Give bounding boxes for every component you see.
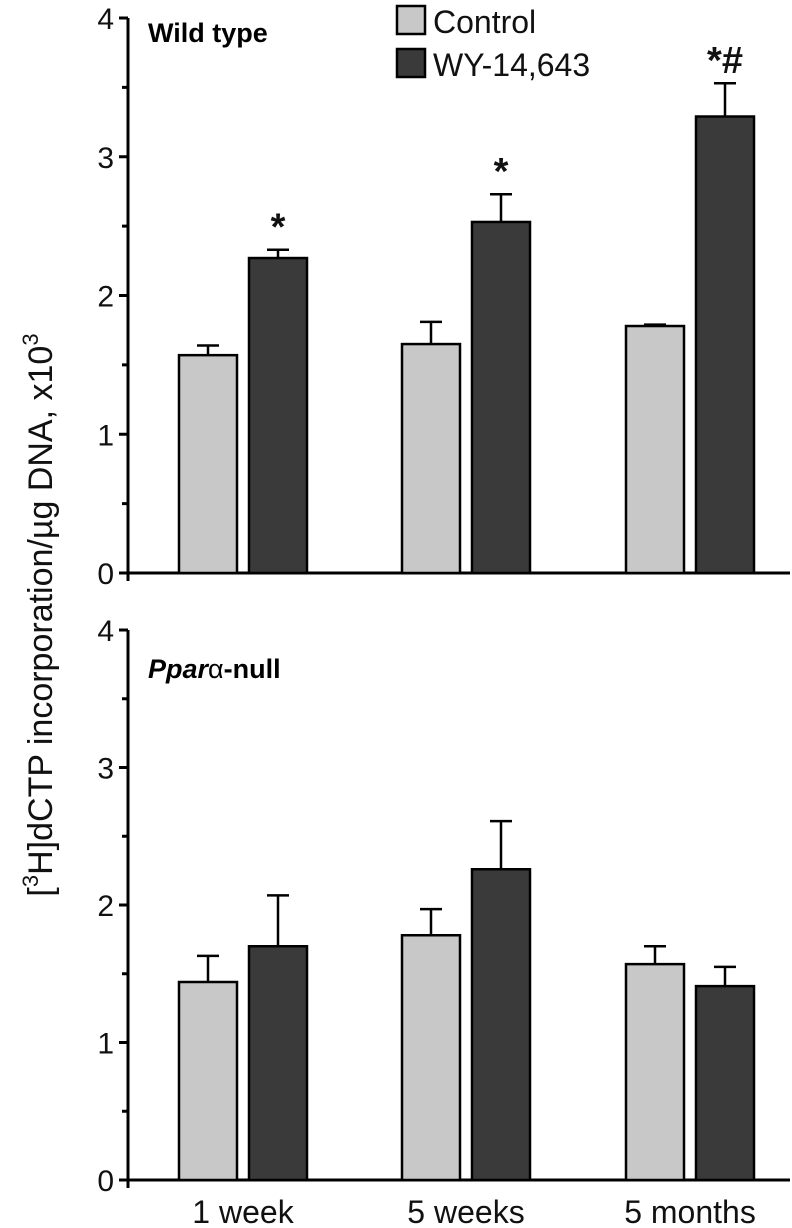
x-tick-label: 5 weeks [407,1194,524,1228]
bar [694,984,756,1182]
significance-marker: * [271,207,286,249]
bar [247,945,309,1182]
bar [400,934,462,1182]
y-axis-label: [3H]dCTP incorporation/µg DNA, x103 [18,333,60,896]
y-tick-label: 3 [97,753,114,786]
bar [177,980,239,1182]
bar [694,115,756,575]
panel-label-wild-type: Wild type [148,18,268,48]
bar [400,342,462,575]
y-tick-label: 1 [97,1028,114,1061]
y-tick-label: 4 [97,3,114,36]
y-tick-label: 2 [97,281,114,314]
bar [624,962,686,1182]
bar [470,220,532,575]
legend-swatch-wy [395,47,427,79]
x-tick-label: 5 months [624,1194,756,1228]
bar [177,353,239,575]
y-tick-label: 0 [97,1165,114,1198]
y-tick-label: 0 [97,558,114,591]
y-tick-label: 4 [97,615,114,648]
legend-label-wy: WY-14,643 [433,47,590,83]
panel-label-ppara-null: Pparα-null [148,654,281,684]
y-tick-label: 2 [97,890,114,923]
legend-label-control: Control [433,4,536,40]
bar [470,868,532,1182]
bar [624,324,686,575]
x-tick-label: 1 week [192,1194,294,1228]
y-tick-label: 1 [97,419,114,452]
significance-marker: *# [707,40,743,82]
y-tick-label: 3 [97,142,114,175]
legend-swatch-control [395,4,427,36]
legend: Control WY-14,643 [395,4,590,83]
significance-marker: * [494,151,509,193]
bar [247,256,309,575]
